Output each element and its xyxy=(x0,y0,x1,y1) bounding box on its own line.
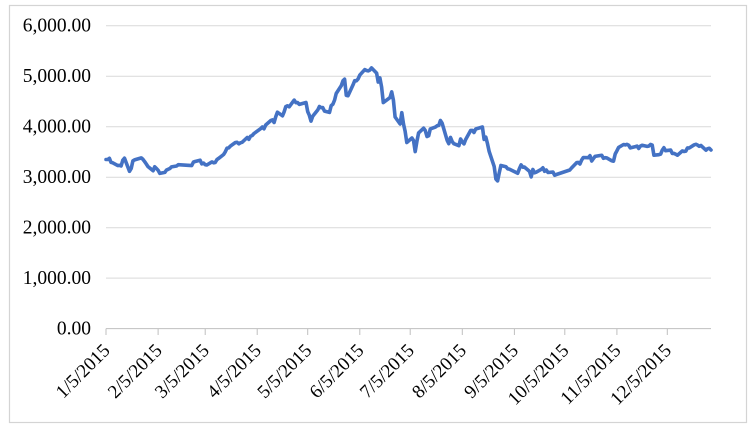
svg-text:4,000.00: 4,000.00 xyxy=(23,117,91,138)
svg-text:6,000.00: 6,000.00 xyxy=(23,16,91,37)
svg-text:2,000.00: 2,000.00 xyxy=(23,218,91,239)
svg-text:1,000.00: 1,000.00 xyxy=(23,268,91,289)
svg-text:3,000.00: 3,000.00 xyxy=(23,167,91,188)
svg-text:5,000.00: 5,000.00 xyxy=(23,66,91,87)
svg-text:0.00: 0.00 xyxy=(57,318,91,339)
